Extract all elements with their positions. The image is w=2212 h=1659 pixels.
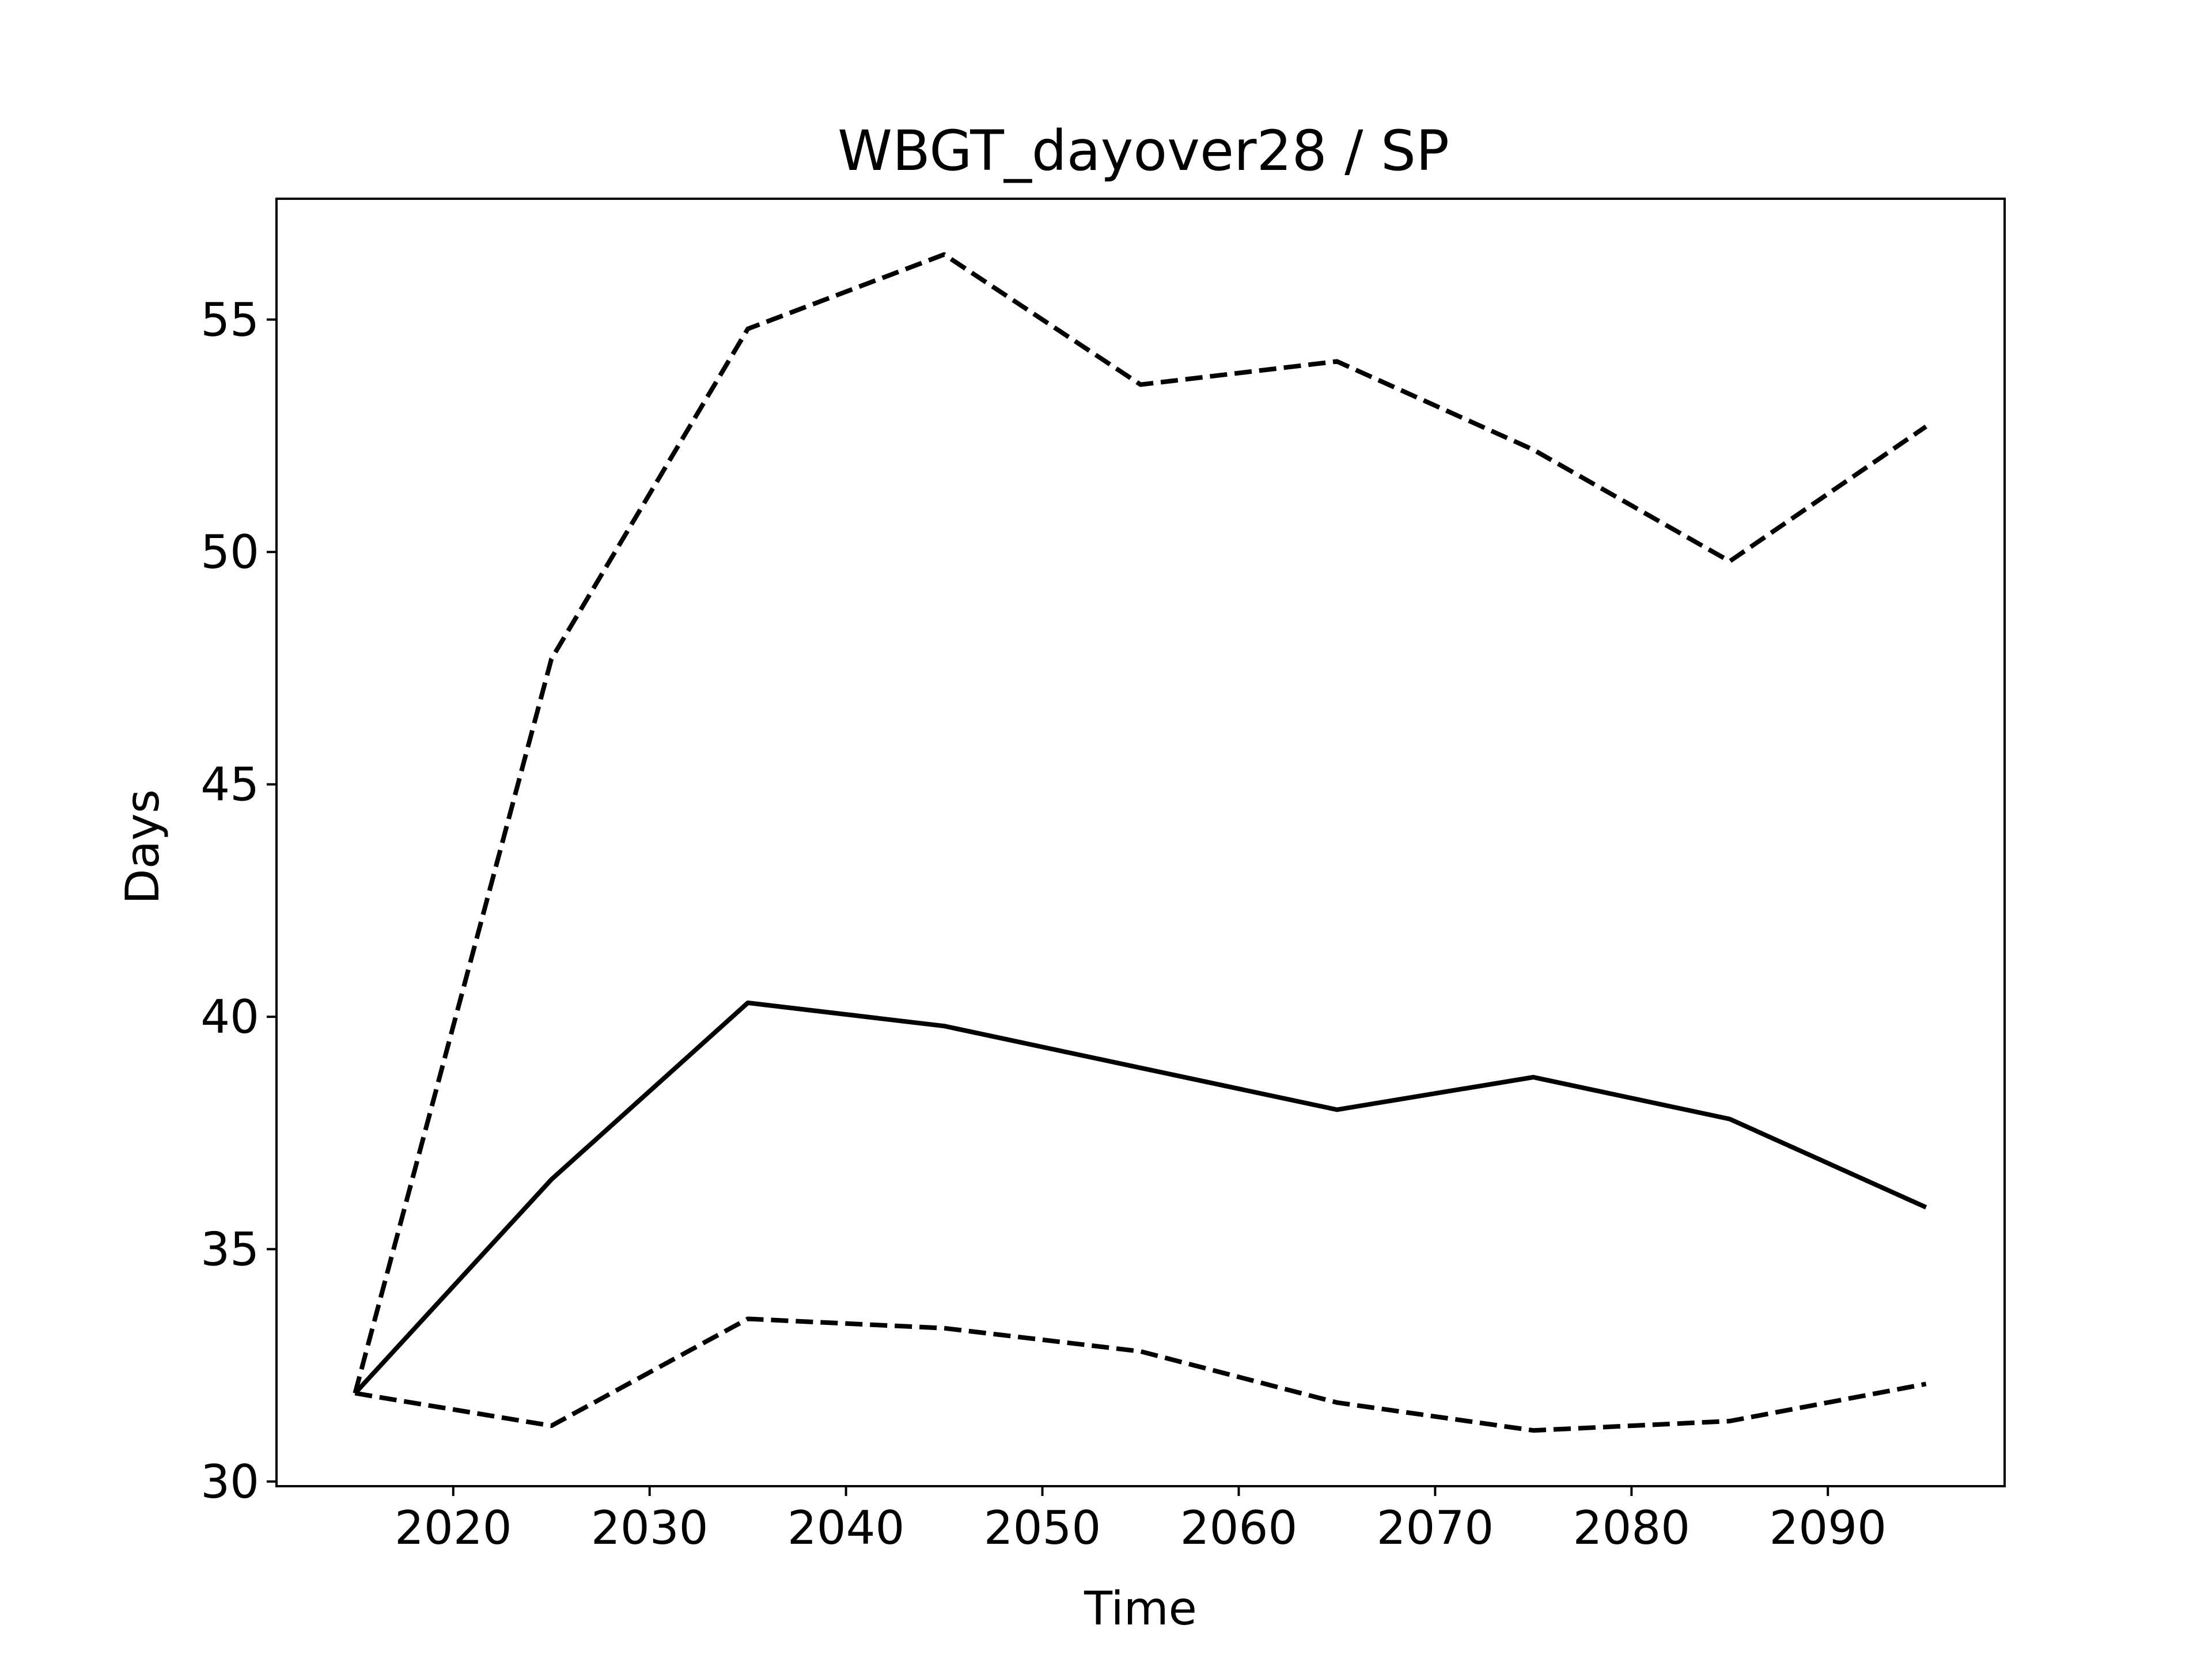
chart-title: WBGT_dayover28 / SP: [838, 119, 1449, 183]
y-axis-ticks: 30 35 40 45 50 55: [200, 293, 276, 1509]
plot-frame: [275, 198, 2006, 1487]
x-tick-label: 2050: [984, 1501, 1101, 1555]
y-tick-label: 45: [200, 758, 259, 812]
series-line-3: [354, 1316, 1927, 1433]
x-tick-label: 2070: [1377, 1501, 1494, 1555]
series-line-1: [353, 252, 1927, 1394]
y-tick-label: 55: [200, 293, 259, 347]
x-tick-label: 2040: [787, 1501, 905, 1555]
x-tick-label: 2090: [1769, 1501, 1887, 1555]
y-tick-label: 35: [200, 1223, 259, 1277]
x-tick-label: 2060: [1180, 1501, 1298, 1555]
x-tick-label: 2020: [395, 1501, 512, 1555]
x-tick-label: 2080: [1573, 1501, 1690, 1555]
x-axis-label: Time: [1084, 1582, 1197, 1635]
series-layer: [353, 252, 1927, 1433]
y-axis-label: Days: [116, 789, 169, 904]
y-tick-label: 50: [200, 525, 259, 579]
series-line-2: [353, 1000, 1927, 1395]
x-axis-ticks: 2020 2030 2040 2050 2060 2070 2080 2090: [395, 1486, 1887, 1555]
y-tick-label: 40: [200, 990, 259, 1044]
x-tick-label: 2030: [591, 1501, 709, 1555]
y-tick-label: 30: [200, 1455, 259, 1509]
